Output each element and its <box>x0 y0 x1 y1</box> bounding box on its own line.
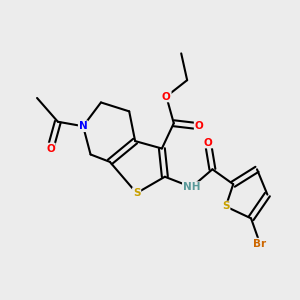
Text: O: O <box>204 138 212 148</box>
Text: O: O <box>46 143 55 154</box>
Text: N: N <box>79 121 88 131</box>
Text: S: S <box>133 188 140 198</box>
Text: O: O <box>162 92 171 101</box>
Text: S: S <box>222 202 230 212</box>
Text: Br: Br <box>254 238 266 249</box>
Text: O: O <box>195 121 203 131</box>
Text: NH: NH <box>183 182 200 192</box>
